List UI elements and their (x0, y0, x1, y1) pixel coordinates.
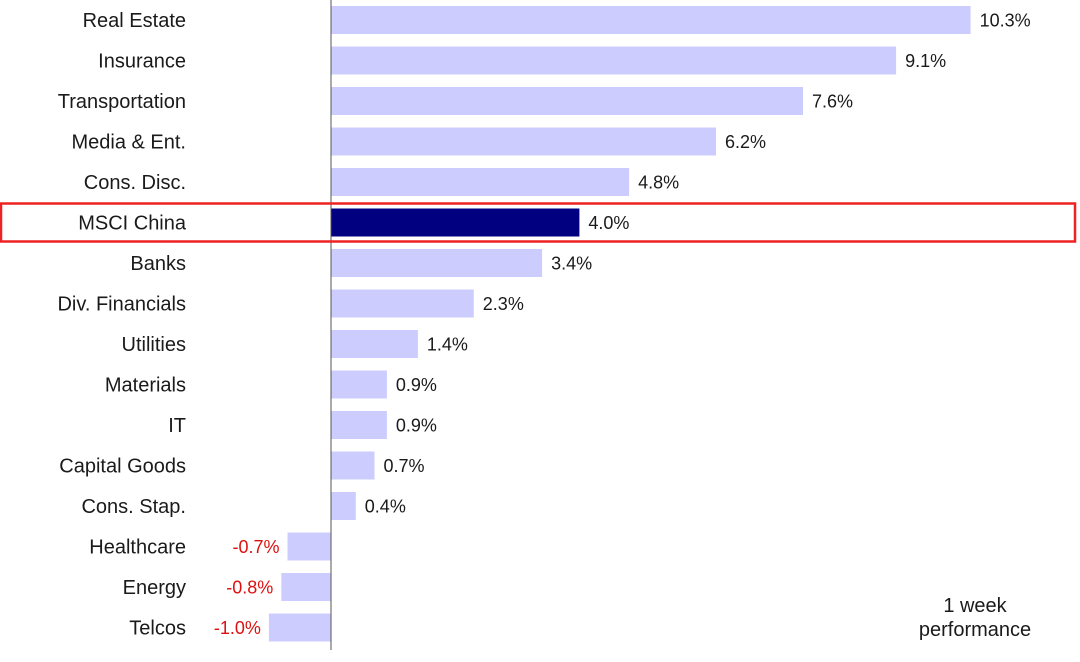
value-label-media-ent: 6.2% (725, 132, 766, 152)
value-label-banks: 3.4% (551, 254, 592, 274)
category-label-real-estate: Real Estate (83, 10, 186, 32)
value-label-real-estate: 10.3% (980, 11, 1031, 31)
category-label-insurance: Insurance (98, 51, 186, 73)
category-label-energy: Energy (123, 577, 186, 599)
bar-transportation (331, 87, 803, 115)
category-label-transportation: Transportation (58, 91, 186, 113)
value-label-insurance: 9.1% (905, 51, 946, 71)
annotation-line-2: performance (918, 619, 1032, 641)
bar-utilities (331, 330, 418, 358)
bar-healthcare (287, 532, 331, 561)
bars-group: Real Estate 10.3% Insurance 9.1% Transportat… (57, 6, 1031, 642)
category-label-utilities: Utilities (122, 334, 186, 356)
value-label-div-financials: 2.3% (483, 294, 524, 314)
bar-materials (331, 370, 387, 399)
bar-insurance (331, 46, 897, 75)
bar-banks (331, 249, 543, 277)
category-label-it: IT (168, 415, 186, 437)
category-label-banks: Banks (130, 253, 186, 275)
value-label-transportation: 7.6% (812, 92, 853, 112)
bar-it (331, 411, 387, 439)
annotation-line-1: 1 week (943, 595, 1007, 617)
category-label-capital-goods: Capital Goods (59, 456, 186, 478)
category-label-media-ent: Media & Ent. (71, 132, 186, 154)
value-label-utilities: 1.4% (427, 335, 468, 355)
value-label-it: 0.9% (396, 416, 437, 436)
bar-media-ent (331, 127, 716, 156)
chart-annotation: 1 week performance (895, 594, 1055, 642)
value-label-telcos: -1.0% (214, 618, 261, 638)
bar-cons-disc (331, 168, 630, 196)
value-label-cons-disc: 4.8% (638, 173, 679, 193)
category-label-msci-china: MSCI China (78, 213, 187, 235)
bar-telcos (268, 613, 331, 642)
category-label-healthcare: Healthcare (89, 537, 186, 559)
bar-capital-goods (331, 451, 375, 480)
value-label-capital-goods: 0.7% (384, 456, 425, 476)
value-label-cons-stap: 0.4% (365, 497, 406, 517)
bar-energy (281, 573, 331, 601)
value-label-materials: 0.9% (396, 375, 437, 395)
value-label-healthcare: -0.7% (232, 537, 279, 557)
category-label-materials: Materials (105, 375, 186, 397)
bar-msci-china (331, 208, 580, 237)
highlight-box (0, 202, 1077, 243)
bar-div-financials (331, 289, 474, 318)
bar-real-estate (331, 6, 971, 34)
category-label-div-financials: Div. Financials (57, 294, 186, 316)
bar-cons-stap (331, 492, 356, 520)
value-label-msci-china: 4.0% (588, 213, 629, 233)
category-label-cons-disc: Cons. Disc. (84, 172, 186, 194)
value-label-energy: -0.8% (226, 578, 273, 598)
category-label-telcos: Telcos (129, 618, 186, 640)
category-label-cons-stap: Cons. Stap. (81, 496, 186, 518)
